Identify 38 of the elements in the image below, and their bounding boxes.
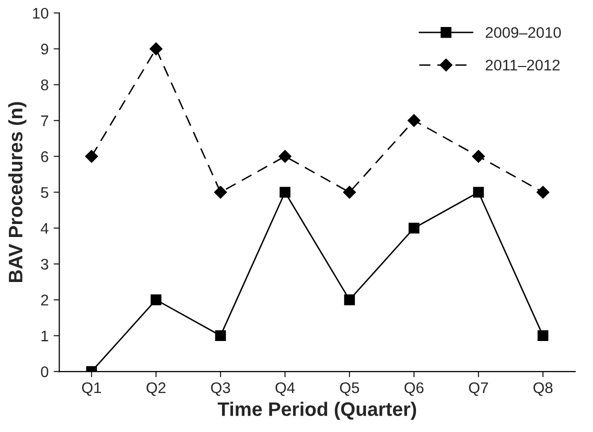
legend-label: 2011–2012: [486, 60, 560, 71]
x-tick-label: Q3: [211, 382, 230, 396]
y-tick-label: 8: [41, 80, 48, 90]
point: [215, 330, 226, 342]
point: [536, 186, 550, 199]
x-tick-label: Q2: [146, 382, 166, 396]
point: [280, 186, 290, 198]
x-tick-label: Q5: [340, 382, 360, 396]
point: [408, 222, 420, 234]
y-tick-label: 3: [40, 258, 48, 270]
x-tick-label: Q4: [276, 382, 295, 396]
legend-label: 2009–2010: [486, 27, 561, 38]
x-tick-label: Q7: [469, 382, 488, 396]
y-tick-label: 5: [41, 187, 48, 198]
point: [214, 186, 227, 199]
y-tick-label: 10: [33, 8, 48, 19]
x-tick-label: Q8: [534, 382, 552, 396]
point: [343, 186, 356, 199]
x-tick-label: Q1: [82, 382, 101, 396]
x-tick-label: Q6: [404, 382, 424, 396]
x-axis-title: Time Period (Quarter): [218, 402, 416, 420]
y-tick-label: 6: [41, 151, 48, 162]
point: [278, 150, 292, 163]
y-axis-title: BAV Procedures (n): [8, 102, 26, 282]
point: [472, 150, 485, 163]
point: [85, 150, 98, 163]
point: [408, 114, 420, 127]
y-tick-label: 1: [42, 330, 48, 342]
point: [473, 186, 484, 198]
y-tick-label: 2: [41, 294, 48, 306]
y-tick-label: 9: [41, 44, 48, 54]
y-tick-label: 7: [41, 116, 48, 126]
point: [150, 42, 162, 56]
y-tick-label: 0: [40, 366, 48, 378]
point: [344, 294, 355, 306]
point: [538, 330, 548, 342]
point: [150, 294, 162, 306]
y-tick-label: 4: [40, 223, 48, 234]
